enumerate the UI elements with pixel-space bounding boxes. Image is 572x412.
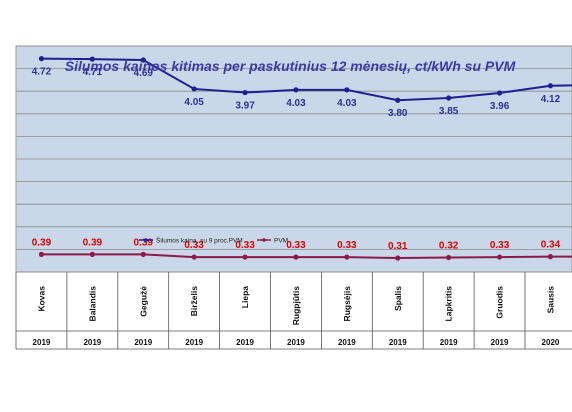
series-0: 4.72 4.71 4.69 4.05 3.97 4.03 4.03 3.80 3.85 3.96… (32, 56, 572, 119)
data-point (547, 83, 554, 89)
data-label: 0.33 (184, 240, 204, 251)
data-label: 0.34 (541, 240, 561, 251)
data-label: 3.96 (490, 101, 510, 112)
data-point (89, 56, 95, 62)
data-point (395, 255, 401, 261)
year-label: 2020 (542, 338, 560, 347)
data-point (344, 254, 350, 260)
data-point (38, 251, 45, 257)
series-layer: 4.72 4.71 4.69 4.05 3.97 4.03 4.03 3.80 3.85 3.96… (32, 56, 572, 261)
category-label: Kovas (36, 286, 46, 312)
data-point (140, 251, 146, 257)
data-label: 3.85 (439, 106, 459, 117)
data-label: 4.71 (83, 67, 103, 78)
data-label: 0.39 (134, 237, 154, 248)
data-label: 0.33 (235, 240, 255, 251)
data-label: 0.39 (32, 237, 52, 248)
year-label: 2019 (389, 338, 407, 347)
legend-entry: PVM (274, 238, 288, 245)
data-point (496, 90, 503, 96)
data-point (395, 97, 401, 103)
series-1: 0.39 0.39 0.39 0.33 0.33 0.33 0.33 0.31 0.32 0.33… (32, 237, 572, 261)
category-table: Kovas 2019 Balandis 2019 Gegužė 2019 Birželis 2… (15, 272, 572, 350)
data-point (547, 254, 554, 260)
data-point (38, 56, 45, 62)
category-label: Rugsėjis (342, 286, 352, 322)
year-label: 2019 (491, 338, 509, 347)
data-label: 4.05 (184, 97, 204, 108)
year-label: 2019 (134, 338, 152, 347)
year-label: 2019 (440, 338, 458, 347)
chart-title: Šilumos kainos kitimas per paskutinius 1… (65, 57, 516, 74)
category-label: Birželis (189, 286, 199, 317)
data-label: 3.80 (388, 108, 408, 119)
category-label: Sausis (545, 286, 555, 314)
category-label: Balandis (87, 286, 97, 322)
year-label: 2019 (287, 338, 305, 347)
year-label: 2019 (185, 338, 203, 347)
data-label: 0.31 (388, 241, 408, 252)
data-point (242, 254, 248, 260)
series-line (41, 57, 572, 102)
data-label: 3.97 (235, 101, 255, 112)
year-label: 2019 (83, 338, 101, 347)
legend: Šilumos kaina, su 9 proc.PVM PVM (139, 236, 288, 245)
legend-marker (262, 238, 266, 242)
data-point (446, 95, 452, 101)
data-point (293, 87, 299, 93)
data-label: 0.33 (337, 240, 357, 251)
series-line (41, 253, 572, 259)
year-label: 2019 (236, 338, 254, 347)
data-point (191, 86, 197, 92)
data-point (140, 57, 146, 63)
category-label: Liepa (240, 286, 250, 308)
category-label: Rugpjūtis (291, 286, 301, 325)
data-label: 4.72 (32, 67, 52, 78)
data-label: 4.03 (286, 98, 306, 109)
data-point (242, 89, 248, 96)
data-label: 0.32 (439, 241, 459, 252)
data-point (344, 87, 350, 93)
data-point (496, 254, 503, 260)
data-label: 0.33 (286, 240, 306, 251)
data-point (446, 254, 452, 261)
data-point (293, 254, 299, 260)
data-label: 4.69 (134, 68, 154, 79)
legend-entry: Šilumos kaina, su 9 proc.PVM (156, 236, 243, 245)
category-label: Gegužė (138, 286, 148, 317)
data-label: 0.39 (83, 237, 103, 248)
data-point (191, 254, 197, 260)
data-label: 0.33 (490, 240, 510, 251)
data-label: 4.12 (541, 94, 561, 105)
category-label: Gruodis (495, 286, 505, 319)
category-label: Lapkritis (444, 286, 454, 322)
year-label: 2019 (33, 338, 51, 347)
category-label: Spalis (393, 286, 403, 311)
data-label: 4.03 (337, 98, 357, 109)
legend-marker (144, 238, 148, 242)
year-label: 2019 (338, 338, 356, 347)
data-point (89, 251, 95, 257)
